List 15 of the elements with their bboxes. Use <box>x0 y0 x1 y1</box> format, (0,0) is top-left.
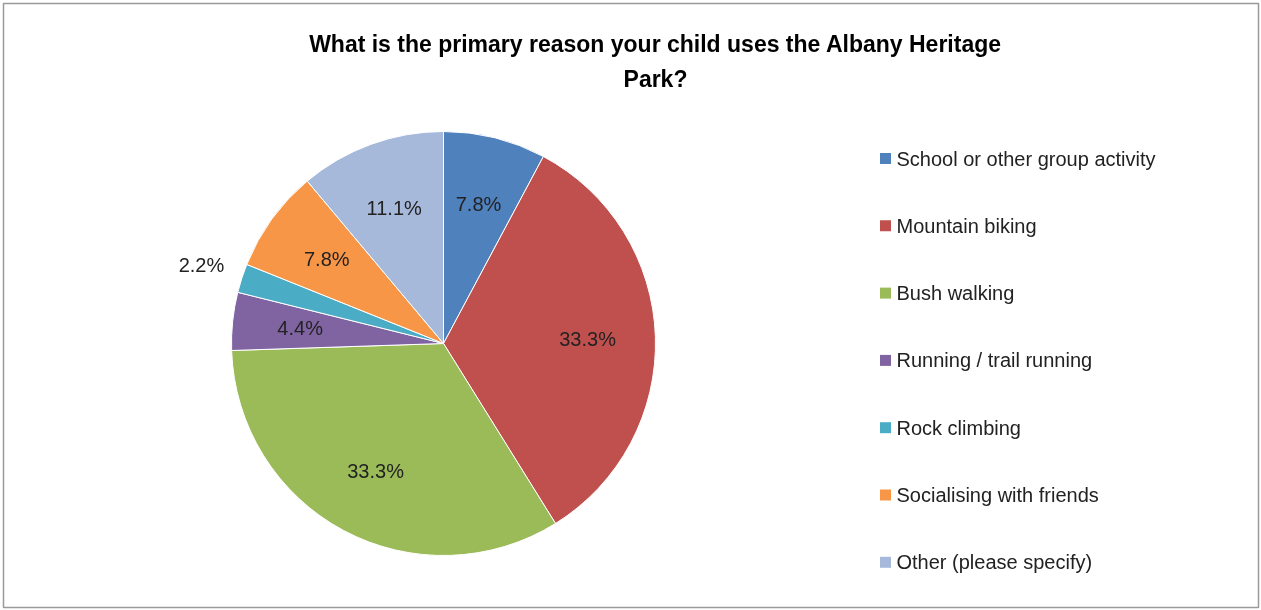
chart-title: What is the primary reason your child uses the Albany Heritage Park? <box>309 30 1002 92</box>
legend-label: Bush walking <box>896 282 1015 305</box>
data-label: 4.4% <box>277 317 324 340</box>
data-label: 7.8% <box>304 247 350 270</box>
legend-label: Rock climbing <box>896 416 1021 439</box>
data-label: 33.3% <box>347 459 405 482</box>
legend-label: Running / trail running <box>896 349 1093 372</box>
legend-label: Other (please specify) <box>896 551 1093 574</box>
legend-label: School or other group activity <box>896 147 1156 170</box>
data-label: 11.1% <box>366 197 423 220</box>
legend-label: Socialising with friends <box>896 484 1099 506</box>
data-label: 7.8% <box>455 192 502 215</box>
data-label: 33.3% <box>559 327 617 350</box>
legend-label: Mountain biking <box>896 214 1037 237</box>
data-label: 2.2% <box>178 254 225 277</box>
